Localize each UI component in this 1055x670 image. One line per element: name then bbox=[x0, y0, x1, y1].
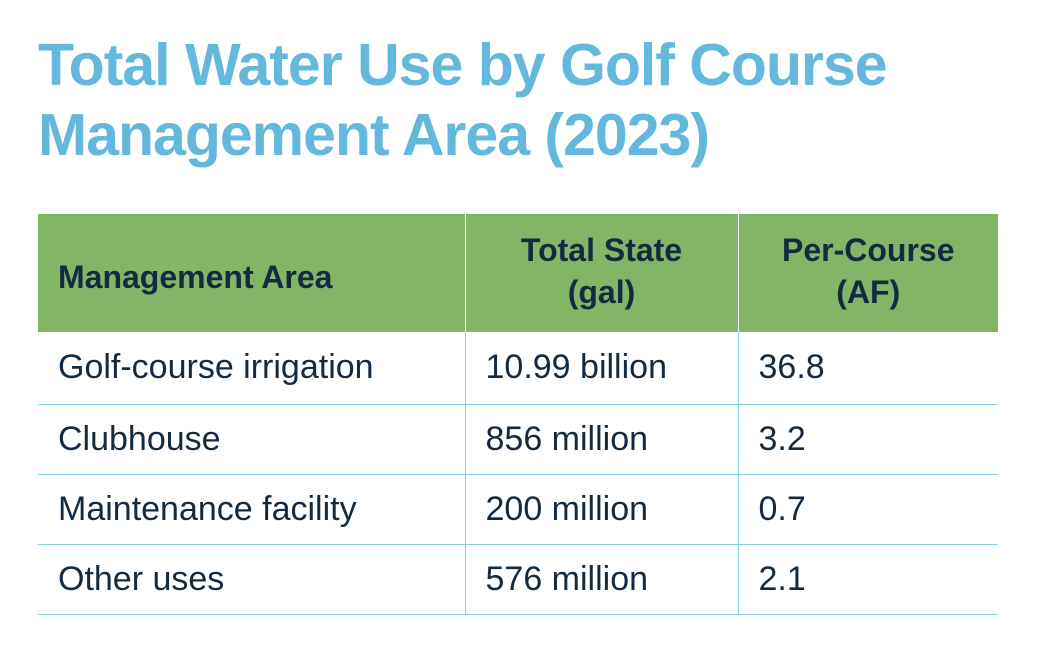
cell-total-state: 10.99 billion bbox=[464, 332, 738, 405]
header-total-state-line-2: (gal) bbox=[567, 274, 636, 310]
page-title: Total Water Use by Golf Course Managemen… bbox=[38, 30, 1028, 170]
header-total-state-line-1: Total State bbox=[520, 232, 683, 268]
table-body: Golf-course irrigation 10.99 billion 36.… bbox=[38, 332, 998, 615]
header-management-area-label: Management Area bbox=[58, 259, 333, 295]
cell-per-course: 2.1 bbox=[737, 544, 998, 615]
cell-management-area: Clubhouse bbox=[38, 404, 465, 475]
header-total-state: Total State (gal) bbox=[464, 214, 738, 332]
cell-per-course: 36.8 bbox=[737, 332, 998, 405]
title-line-1: Total Water Use by Golf Course bbox=[38, 32, 888, 98]
table-row: Maintenance facility 200 million 0.7 bbox=[38, 474, 998, 545]
water-use-table: Management Area Total State (gal) Per-Co… bbox=[38, 214, 998, 615]
cell-total-state: 856 million bbox=[464, 404, 738, 475]
cell-management-area: Maintenance facility bbox=[38, 474, 465, 545]
header-row: Management Area Total State (gal) Per-Co… bbox=[38, 214, 998, 332]
cell-total-state: 576 million bbox=[464, 544, 738, 615]
table-row: Other uses 576 million 2.1 bbox=[38, 544, 998, 615]
cell-per-course: 3.2 bbox=[737, 404, 998, 475]
table-row: Clubhouse 856 million 3.2 bbox=[38, 404, 998, 475]
cell-management-area: Other uses bbox=[38, 544, 465, 615]
header-per-course: Per-Course (AF) bbox=[737, 214, 998, 332]
table-header: Management Area Total State (gal) Per-Co… bbox=[38, 214, 998, 332]
cell-management-area: Golf-course irrigation bbox=[38, 332, 465, 405]
header-per-course-line-2: (AF) bbox=[836, 274, 901, 310]
header-management-area: Management Area bbox=[38, 214, 465, 332]
table-row: Golf-course irrigation 10.99 billion 36.… bbox=[38, 332, 998, 405]
cell-per-course: 0.7 bbox=[737, 474, 998, 545]
header-per-course-line-1: Per-Course bbox=[782, 232, 955, 268]
title-line-2: Management Area (2023) bbox=[38, 102, 710, 168]
cell-total-state: 200 million bbox=[464, 474, 738, 545]
